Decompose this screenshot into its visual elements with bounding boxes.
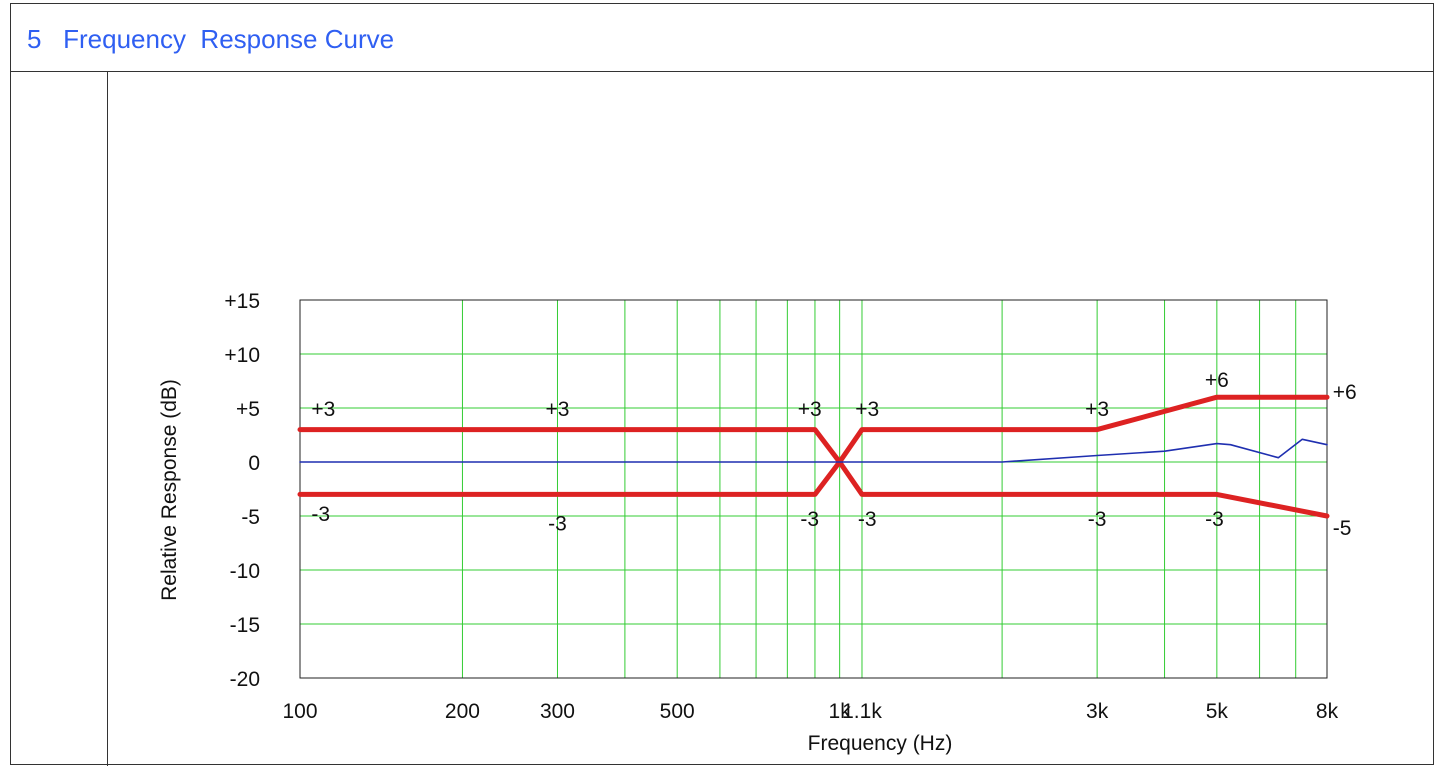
limit-value-label: +6: [1333, 381, 1357, 404]
limit-value-label: +3: [311, 398, 335, 421]
y-tick-label: -10: [230, 560, 260, 583]
limit-value-label: -3: [800, 508, 819, 531]
y-tick-label: +15: [224, 290, 260, 313]
limit-value-label: -3: [858, 508, 877, 531]
x-tick-label: 100: [282, 700, 317, 723]
plot-area: [299, 299, 1328, 679]
section-title: Frequency Response Curve: [63, 24, 395, 54]
y-tick-label: -5: [241, 506, 260, 529]
x-tick-label: 200: [445, 700, 480, 723]
limit-value-label: +3: [546, 398, 570, 421]
limit-value-label: -3: [548, 513, 567, 536]
lower-limit-line: [297, 459, 1330, 519]
limit-value-label: -3: [1088, 508, 1107, 531]
x-tick-label: 300: [540, 700, 575, 723]
label-layer: +15 +10 +5 0 -5 -10 -15 -20 100 200 300 500 1k1.1k 3k…: [224, 290, 1356, 723]
column-divider: [107, 72, 108, 766]
limit-value-label: +3: [798, 398, 822, 421]
section-number: 5: [27, 24, 42, 54]
y-tick-label: -20: [230, 668, 260, 691]
x-tick-label: 5k: [1206, 700, 1229, 723]
upper-limit-line: [297, 394, 1330, 465]
y-axis-label: Relative Response (dB): [158, 379, 181, 601]
x-tick-label: 1.1k: [842, 700, 882, 723]
limit-value-label: +6: [1205, 369, 1229, 392]
limit-value-label: -3: [311, 503, 330, 526]
limit-value-label: +3: [1085, 398, 1109, 421]
grid-layer: [300, 300, 1327, 678]
y-tick-label: +5: [236, 398, 260, 421]
measured-response-line: [299, 438, 1328, 463]
x-tick-label: 1k: [829, 700, 852, 723]
section-heading-row: 5 Frequency Response Curve: [11, 4, 1433, 72]
section-heading: 5 Frequency Response Curve: [27, 24, 394, 55]
x-tick-label: 3k: [1086, 700, 1109, 723]
x-tick-label: 8k: [1316, 700, 1339, 723]
limit-value-label: +3: [855, 398, 879, 421]
limit-value-label: -5: [1333, 517, 1352, 540]
x-axis-label: Frequency (Hz): [808, 732, 953, 755]
limit-value-label: -3: [1205, 508, 1224, 531]
y-tick-label: 0: [248, 452, 260, 475]
y-tick-label: +10: [224, 344, 260, 367]
series-layer: [297, 394, 1330, 519]
y-tick-label: -15: [230, 614, 260, 637]
x-tick-label: 500: [660, 700, 695, 723]
document-frame: 5 Frequency Response Curve: [10, 3, 1434, 766]
